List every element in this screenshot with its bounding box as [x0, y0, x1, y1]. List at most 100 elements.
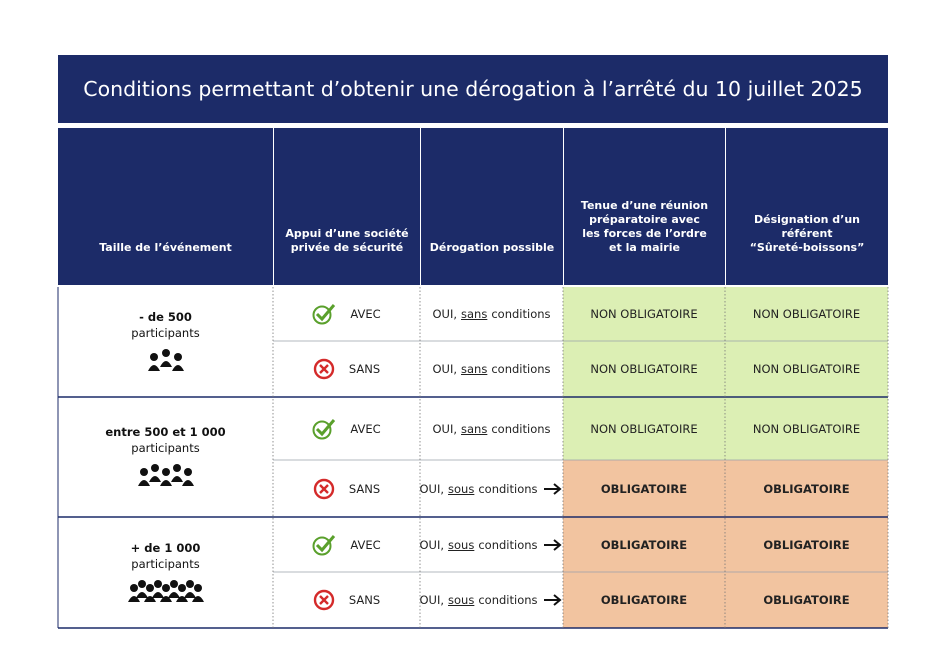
header-line: Appui d’une société	[285, 227, 409, 240]
cross-icon	[313, 589, 335, 611]
text: sous	[448, 481, 475, 496]
header-line: Tenue d’une réunion	[580, 199, 709, 212]
unit: participants	[131, 556, 199, 572]
group-label: entre 500 et 1 000 participants	[58, 397, 273, 517]
text: NON OBLIGATOIRE	[752, 307, 861, 321]
header-line: Dérogation possible	[429, 241, 555, 254]
group-label: - de 500 participants	[58, 287, 273, 397]
unit: participants	[131, 440, 199, 456]
arrow	[543, 482, 564, 495]
referent: OBLIGATOIRE	[725, 460, 888, 517]
text: participants	[131, 441, 200, 455]
text: NON OBLIGATOIRE	[752, 421, 861, 436]
referent: NON OBLIGATOIRE	[725, 287, 888, 341]
text: OBLIGATOIRE	[600, 593, 688, 607]
text: SANS	[348, 481, 381, 496]
security: AVEC	[273, 287, 420, 341]
text: OBLIGATOIRE	[600, 481, 688, 496]
size: - de 500	[139, 309, 192, 325]
text: NON OBLIGATOIRE	[590, 307, 698, 321]
people	[147, 349, 184, 371]
security: SANS	[273, 460, 420, 517]
arrow	[543, 538, 564, 551]
text: sous	[448, 537, 475, 552]
people	[137, 464, 194, 486]
check-icon	[312, 534, 336, 556]
text: OUI,	[432, 421, 458, 436]
derogation: OUI, sous conditions	[420, 517, 563, 572]
cross-icon	[313, 478, 335, 500]
text: SANS	[348, 362, 381, 376]
unit: participants	[131, 325, 199, 341]
cross-icon	[313, 358, 335, 380]
header-line: privée de sécurité	[290, 241, 404, 254]
text: AVEC	[350, 307, 381, 321]
derogation: OUI, sans conditions	[420, 397, 563, 460]
people-icon	[146, 347, 186, 375]
text: OUI,	[432, 362, 458, 376]
header-line: “Sûreté-boissons”	[749, 241, 865, 254]
text: OBLIGATOIRE	[600, 537, 688, 552]
derogation: OUI, sans conditions	[420, 341, 563, 397]
header-line: Désignation d’un	[754, 213, 860, 226]
text: OBLIGATOIRE	[763, 537, 850, 552]
header-line: préparatoire avec	[589, 213, 700, 226]
text: conditions	[491, 421, 551, 436]
text: participants	[131, 556, 200, 571]
text: NON OBLIGATOIRE	[590, 421, 698, 436]
derogation: OUI, sous conditions	[420, 460, 563, 517]
text: conditions	[491, 362, 551, 376]
header-cell: Tenue d’une réunion préparatoire avec les …	[564, 128, 725, 285]
text: SANS	[348, 593, 381, 607]
text: NON OBLIGATOIRE	[590, 362, 698, 376]
text: + de 1 000	[130, 540, 201, 555]
referent: NON OBLIGATOIRE	[725, 397, 888, 460]
text: - de 500	[139, 310, 192, 324]
referent: NON OBLIGATOIRE	[725, 341, 888, 397]
size: + de 1 000	[131, 540, 201, 556]
text: AVEC	[350, 421, 381, 436]
people-icon	[136, 462, 196, 490]
text: sans	[461, 421, 488, 436]
check-icon	[312, 418, 336, 440]
header-line: Taille de l’événement	[99, 241, 232, 254]
text: sans	[461, 307, 488, 321]
security: SANS	[273, 572, 420, 628]
header-cell: Dérogation possible	[421, 128, 563, 285]
text: OUI,	[419, 593, 445, 607]
security: AVEC	[273, 517, 420, 572]
meeting: OBLIGATOIRE	[563, 572, 725, 628]
text: conditions	[491, 307, 551, 321]
header-cell: Désignation d’un référent “Sûreté-boissons…	[726, 128, 888, 285]
text: OUI,	[419, 481, 445, 496]
meeting: OBLIGATOIRE	[563, 517, 725, 572]
text: conditions	[478, 481, 538, 496]
people-icon	[126, 578, 206, 606]
meeting: NON OBLIGATOIRE	[563, 341, 725, 397]
text: OUI,	[432, 307, 458, 321]
text: entre 500 et 1 000	[105, 425, 226, 439]
people	[127, 579, 204, 602]
meeting: NON OBLIGATOIRE	[563, 397, 725, 460]
header-line: et la mairie	[609, 241, 680, 254]
text: NON OBLIGATOIRE	[752, 362, 861, 376]
security: AVEC	[273, 397, 420, 460]
meeting: OBLIGATOIRE	[563, 460, 725, 517]
derogation: OUI, sous conditions	[420, 572, 563, 628]
text: AVEC	[350, 537, 381, 552]
header-line: référent	[781, 227, 833, 240]
size: entre 500 et 1 000	[105, 424, 225, 440]
arrow	[543, 594, 564, 606]
security: SANS	[273, 341, 420, 397]
check-icon	[312, 303, 336, 325]
title: Conditions permettant d’obtenir une déro…	[58, 55, 888, 123]
header-line: les forces de l’ordre	[582, 227, 707, 240]
text: OBLIGATOIRE	[763, 481, 850, 496]
header-cell: Taille de l’événement	[58, 128, 273, 285]
text: sous	[448, 593, 475, 607]
group-label: + de 1 000 participants	[58, 517, 273, 628]
text: OBLIGATOIRE	[763, 593, 850, 607]
text: participants	[131, 326, 200, 340]
referent: OBLIGATOIRE	[725, 517, 888, 572]
